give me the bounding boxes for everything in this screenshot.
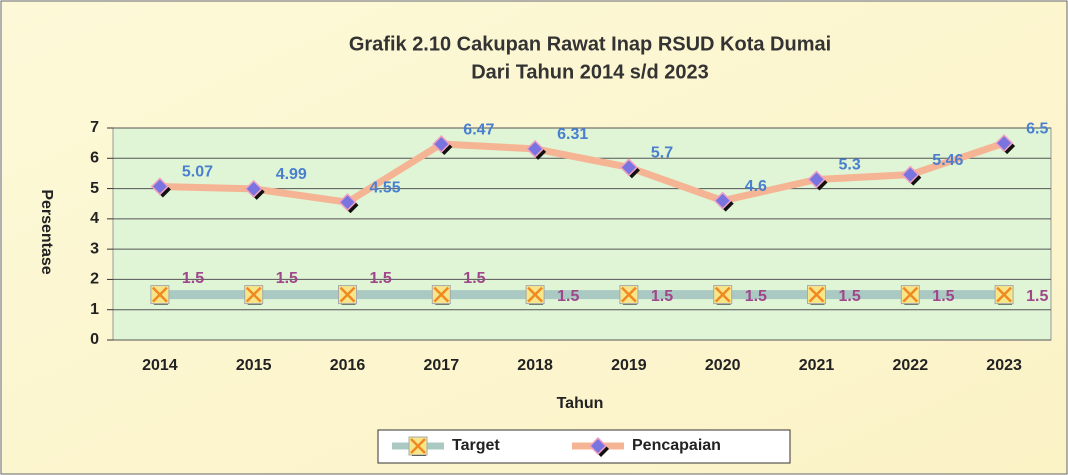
y-tick-label: 0: [90, 331, 99, 348]
marker: [339, 286, 356, 303]
marker: [619, 158, 638, 177]
marker: [996, 286, 1012, 303]
marker: [808, 286, 825, 303]
data-label: 1.5: [557, 288, 579, 305]
marker: [338, 193, 357, 212]
y-tick-label: 6: [90, 150, 99, 167]
data-label: 1.5: [651, 288, 673, 305]
x-axis-label: Tahun: [557, 395, 604, 412]
marker: [410, 438, 426, 454]
marker: [150, 177, 169, 196]
x-tick-label: 2016: [330, 357, 366, 374]
x-tick-label: 2018: [517, 357, 553, 374]
legend-label: Target: [452, 437, 500, 454]
x-tick-label: 2021: [799, 357, 835, 374]
y-tick-label: 1: [90, 301, 99, 318]
y-tick-label: 4: [90, 210, 99, 227]
data-label: 1.5: [839, 288, 861, 305]
marker: [621, 286, 637, 303]
marker: [902, 286, 919, 303]
data-label: 1.5: [276, 270, 298, 287]
data-label: 5.3: [839, 157, 861, 174]
data-label: 4.55: [370, 179, 401, 196]
marker: [152, 286, 168, 303]
marker: [807, 170, 826, 189]
data-label: 4.6: [745, 178, 767, 195]
marker: [588, 436, 608, 456]
data-label: 6.47: [463, 121, 494, 138]
data-label: 1.5: [182, 270, 204, 287]
marker: [901, 165, 920, 184]
x-tick-label: 2020: [705, 357, 741, 374]
series-line: [159, 139, 1006, 206]
chart-title: Grafik 2.10 Cakupan Rawat Inap RSUD Kota…: [349, 33, 831, 55]
legend-label: Pencapaian: [632, 437, 721, 454]
y-tick-label: 5: [90, 180, 99, 197]
marker: [244, 179, 263, 198]
data-label: 1.5: [932, 288, 954, 305]
y-tick-label: 7: [90, 119, 99, 136]
x-tick-label: 2015: [236, 357, 272, 374]
y-tick-label: 3: [90, 240, 99, 257]
marker: [245, 286, 262, 303]
x-tick-label: 2023: [986, 357, 1022, 374]
chart-subtitle: Dari Tahun 2014 s/d 2023: [471, 61, 709, 83]
data-label: 1.5: [745, 288, 767, 305]
x-tick-label: 2019: [611, 357, 647, 374]
y-tick-label: 2: [90, 271, 99, 288]
data-label: 5.07: [182, 164, 213, 181]
marker: [527, 286, 543, 303]
data-label: 1.5: [370, 270, 392, 287]
y-axis-label: Persentase: [38, 189, 55, 274]
marker: [433, 286, 450, 303]
data-label: 5.46: [932, 152, 963, 169]
marker: [714, 286, 731, 303]
data-label: 5.7: [651, 145, 673, 162]
marker: [713, 191, 732, 210]
data-label: 6.5: [1026, 120, 1048, 137]
marker: [995, 134, 1014, 153]
x-tick-label: 2014: [142, 357, 178, 374]
x-tick-label: 2017: [424, 357, 460, 374]
data-label: 4.99: [276, 166, 307, 183]
marker: [526, 139, 545, 158]
plot-area: [112, 127, 1052, 341]
data-label: 1.5: [1026, 288, 1048, 305]
data-label: 6.31: [557, 126, 588, 143]
marker: [432, 134, 451, 154]
x-tick-label: 2022: [893, 357, 929, 374]
data-label: 1.5: [463, 270, 485, 287]
